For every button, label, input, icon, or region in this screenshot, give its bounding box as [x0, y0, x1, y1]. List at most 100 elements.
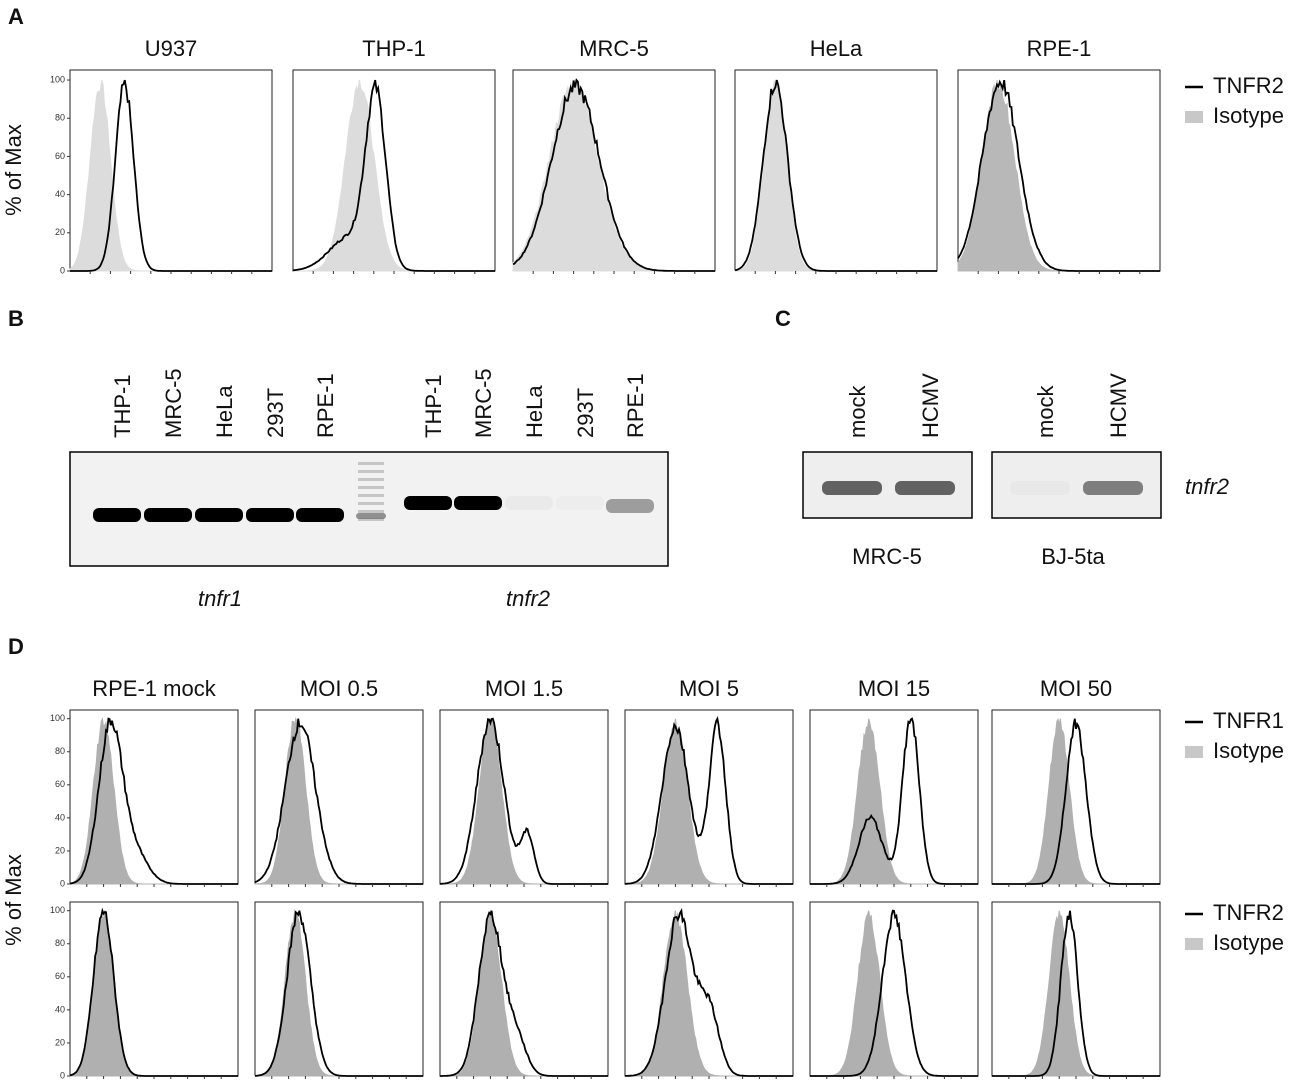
- lane-label: mock: [845, 384, 870, 438]
- y-tick-label: 60: [55, 971, 65, 981]
- y-axis-label: % of Max: [1, 124, 26, 216]
- stained-histogram: [810, 717, 978, 885]
- gel-band: [454, 496, 502, 510]
- ladder-band: [358, 510, 384, 513]
- y-tick-label: 80: [55, 746, 65, 756]
- cell-line-label: MRC-5: [852, 544, 922, 569]
- isotype-histogram: [69, 716, 238, 885]
- legend-label: TNFR2: [1213, 900, 1284, 925]
- histogram-frame: [439, 901, 609, 1077]
- ladder-band: [358, 494, 384, 497]
- y-tick-label: 40: [55, 812, 65, 822]
- panel-title: MOI 1.5: [485, 676, 563, 701]
- panel-title: MOI 0.5: [300, 676, 378, 701]
- stained-histogram: [440, 910, 608, 1077]
- stained-histogram: [625, 907, 793, 1077]
- panel-title: RPE-1: [1027, 36, 1092, 61]
- legend-swatch: [1185, 938, 1203, 950]
- ladder-band: [358, 462, 384, 465]
- legend-label: Isotype: [1213, 930, 1284, 955]
- y-tick-label: 80: [55, 113, 65, 123]
- gel-band: [296, 508, 344, 522]
- gel-band: [93, 508, 141, 522]
- y-tick-label: 0: [60, 1070, 65, 1080]
- panel-label: C: [775, 306, 791, 331]
- gene-label: tnfr1: [198, 586, 242, 611]
- isotype-histogram: [69, 79, 272, 272]
- panel-title: MOI 15: [858, 676, 930, 701]
- gel-band: [895, 481, 955, 495]
- stained-histogram: [255, 910, 423, 1077]
- stained-histogram: [512, 78, 715, 272]
- y-tick-label: 40: [55, 1004, 65, 1014]
- y-tick-label: 20: [55, 227, 65, 237]
- y-tick-label: 20: [55, 1037, 65, 1047]
- isotype-histogram: [293, 80, 495, 272]
- panel-title: U937: [145, 36, 198, 61]
- histogram-frame: [292, 69, 496, 272]
- lane-label: HCMV: [918, 373, 943, 438]
- panel-title: HeLa: [810, 36, 863, 61]
- panel-title: THP-1: [362, 36, 426, 61]
- y-tick-label: 0: [60, 878, 65, 888]
- cell-line-label: BJ-5ta: [1041, 544, 1105, 569]
- lane-label: RPE-1: [623, 373, 648, 438]
- y-tick-label: 60: [55, 151, 65, 161]
- gene-label: tnfr2: [506, 586, 550, 611]
- gel-band: [246, 508, 294, 522]
- isotype-histogram: [512, 78, 715, 272]
- gel-band: [505, 496, 553, 510]
- panel-title: MOI 5: [679, 676, 739, 701]
- stained-histogram: [957, 79, 1160, 272]
- lane-label: HCMV: [1106, 373, 1131, 438]
- y-tick-label: 60: [55, 779, 65, 789]
- gel-band: [144, 508, 192, 522]
- isotype-histogram: [810, 910, 978, 1077]
- lane-label: MRC-5: [471, 368, 496, 438]
- isotype-histogram: [810, 718, 978, 885]
- ladder-band: [358, 478, 384, 481]
- legend-swatch: [1185, 111, 1203, 123]
- gel-band: [606, 499, 654, 513]
- isotype-histogram: [734, 79, 937, 272]
- ladder-band: [358, 470, 384, 473]
- y-axis-label: % of Max: [1, 854, 26, 946]
- stained-histogram: [992, 718, 1160, 885]
- lane-label: HeLa: [522, 385, 547, 438]
- isotype-histogram: [992, 717, 1160, 885]
- lane-label: HeLa: [212, 385, 237, 438]
- y-tick-label: 0: [60, 265, 65, 275]
- gel-band: [556, 496, 604, 510]
- legend-label: TNFR1: [1213, 708, 1284, 733]
- y-tick-label: 100: [50, 713, 65, 723]
- lane-label: MRC-5: [161, 368, 186, 438]
- ladder-band: [358, 486, 384, 489]
- panel-label: B: [8, 306, 24, 331]
- gel-band: [822, 481, 882, 495]
- isotype-histogram: [254, 908, 423, 1077]
- y-tick-label: 20: [55, 845, 65, 855]
- lane-label: THP-1: [421, 374, 446, 438]
- isotype-histogram: [957, 80, 1160, 272]
- gel-band: [1010, 481, 1070, 495]
- lane-label: THP-1: [110, 374, 135, 438]
- ladder-band: [358, 518, 384, 521]
- y-tick-label: 80: [55, 938, 65, 948]
- isotype-histogram: [992, 910, 1160, 1077]
- stained-histogram: [292, 79, 495, 272]
- lane-label: 293T: [263, 388, 288, 438]
- histogram-frame: [624, 901, 794, 1077]
- ladder-band: [356, 513, 386, 519]
- isotype-histogram: [69, 909, 238, 1077]
- gel-band: [1083, 481, 1143, 495]
- panel-title: RPE-1 mock: [92, 676, 216, 701]
- y-tick-label: 100: [50, 74, 65, 84]
- isotype-histogram: [254, 716, 423, 885]
- legend-label: TNFR2: [1213, 73, 1284, 98]
- stained-histogram: [810, 909, 978, 1077]
- panel-label: A: [8, 4, 24, 29]
- ladder-band: [358, 502, 384, 505]
- stained-histogram: [69, 717, 238, 885]
- panel-title: MOI 50: [1040, 676, 1112, 701]
